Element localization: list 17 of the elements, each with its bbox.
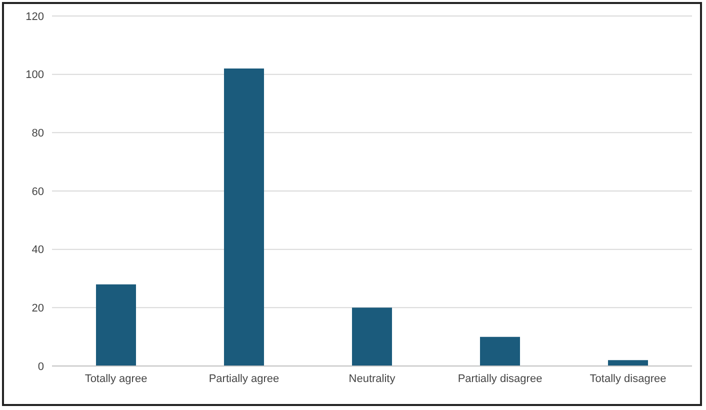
y-tick-label: 120 xyxy=(26,10,44,23)
bar xyxy=(96,284,136,366)
y-tick-label: 20 xyxy=(32,302,44,315)
y-tick-label: 0 xyxy=(38,360,44,373)
y-tick-label: 100 xyxy=(26,69,44,82)
bar xyxy=(224,68,264,366)
y-tick-label: 80 xyxy=(32,128,44,140)
x-tick-label: Partially agree xyxy=(208,372,280,385)
x-tick-label: Totally agree xyxy=(84,372,148,385)
x-tick-label: Totally disagree xyxy=(590,372,666,385)
y-tick-label: 60 xyxy=(32,186,44,198)
y-tick-label: 40 xyxy=(32,244,44,256)
x-tick-label: Neutrality xyxy=(348,372,396,385)
x-tick-label: Partially disagree xyxy=(458,372,542,385)
bar xyxy=(480,336,520,366)
bar xyxy=(608,360,648,366)
bar xyxy=(352,308,392,366)
